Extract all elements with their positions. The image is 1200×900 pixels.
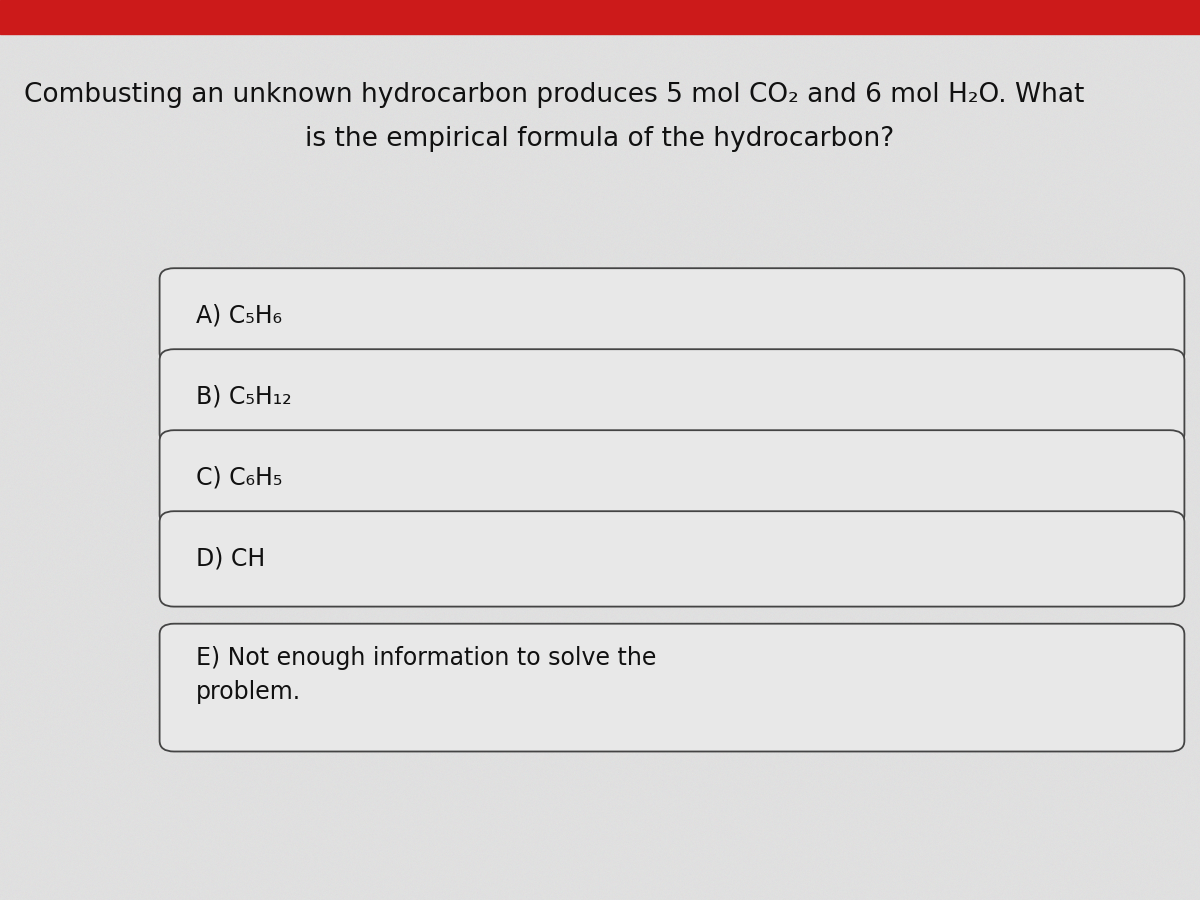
Text: Combusting an unknown hydrocarbon produces 5 mol CO₂ and 6 mol H₂O. What: Combusting an unknown hydrocarbon produc… xyxy=(24,82,1085,107)
FancyBboxPatch shape xyxy=(160,624,1184,752)
Text: is the empirical formula of the hydrocarbon?: is the empirical formula of the hydrocar… xyxy=(305,127,895,152)
Bar xyxy=(0,0,1200,34)
Text: C) C₆H₅: C) C₆H₅ xyxy=(196,466,282,490)
FancyBboxPatch shape xyxy=(160,349,1184,445)
FancyBboxPatch shape xyxy=(160,268,1184,364)
Text: B) C₅H₁₂: B) C₅H₁₂ xyxy=(196,385,292,409)
Text: E) Not enough information to solve the
problem.: E) Not enough information to solve the p… xyxy=(196,646,656,704)
FancyBboxPatch shape xyxy=(160,511,1184,607)
FancyBboxPatch shape xyxy=(160,430,1184,526)
Text: A) C₅H₆: A) C₅H₆ xyxy=(196,304,282,328)
Text: D) CH: D) CH xyxy=(196,547,265,571)
